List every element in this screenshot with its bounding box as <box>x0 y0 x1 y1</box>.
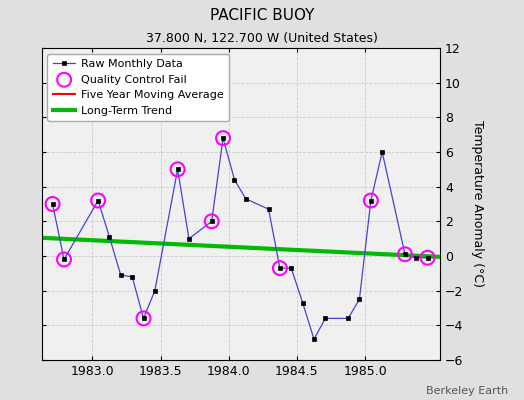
Raw Monthly Data <box>232 177 238 182</box>
Text: 37.800 N, 122.700 W (United States): 37.800 N, 122.700 W (United States) <box>146 32 378 45</box>
Quality Control Fail <box>139 315 148 322</box>
Raw Monthly Data <box>117 273 124 278</box>
Raw Monthly Data <box>49 202 56 206</box>
Raw Monthly Data <box>129 274 135 279</box>
Text: Berkeley Earth: Berkeley Earth <box>426 386 508 396</box>
Raw Monthly Data <box>95 198 101 203</box>
Raw Monthly Data <box>424 255 431 260</box>
Raw Monthly Data <box>379 150 385 154</box>
Raw Monthly Data <box>402 252 408 257</box>
Quality Control Fail <box>219 135 227 141</box>
Raw Monthly Data <box>152 288 158 293</box>
Line: Raw Monthly Data: Raw Monthly Data <box>51 136 429 341</box>
Raw Monthly Data <box>186 236 192 241</box>
Quality Control Fail <box>208 218 216 224</box>
Text: PACIFIC BUOY: PACIFIC BUOY <box>210 8 314 23</box>
Raw Monthly Data <box>209 219 215 224</box>
Quality Control Fail <box>367 197 375 204</box>
Quality Control Fail <box>48 201 57 207</box>
Quality Control Fail <box>173 166 182 172</box>
Raw Monthly Data <box>61 257 67 262</box>
Raw Monthly Data <box>322 316 329 321</box>
Quality Control Fail <box>94 197 102 204</box>
Raw Monthly Data <box>413 255 419 260</box>
Raw Monthly Data <box>277 266 283 270</box>
Legend: Raw Monthly Data, Quality Control Fail, Five Year Moving Average, Long-Term Tren: Raw Monthly Data, Quality Control Fail, … <box>48 54 229 121</box>
Raw Monthly Data <box>174 167 181 172</box>
Quality Control Fail <box>423 254 432 261</box>
Raw Monthly Data <box>106 234 113 239</box>
Raw Monthly Data <box>220 136 226 140</box>
Raw Monthly Data <box>345 316 351 321</box>
Quality Control Fail <box>401 251 409 258</box>
Raw Monthly Data <box>266 207 272 212</box>
Raw Monthly Data <box>356 297 363 302</box>
Raw Monthly Data <box>288 266 294 270</box>
Quality Control Fail <box>60 256 68 263</box>
Raw Monthly Data <box>140 316 147 321</box>
Raw Monthly Data <box>243 196 249 201</box>
Y-axis label: Temperature Anomaly (°C): Temperature Anomaly (°C) <box>471 120 484 288</box>
Raw Monthly Data <box>311 337 317 342</box>
Raw Monthly Data <box>300 300 306 305</box>
Quality Control Fail <box>276 265 284 271</box>
Raw Monthly Data <box>368 198 374 203</box>
